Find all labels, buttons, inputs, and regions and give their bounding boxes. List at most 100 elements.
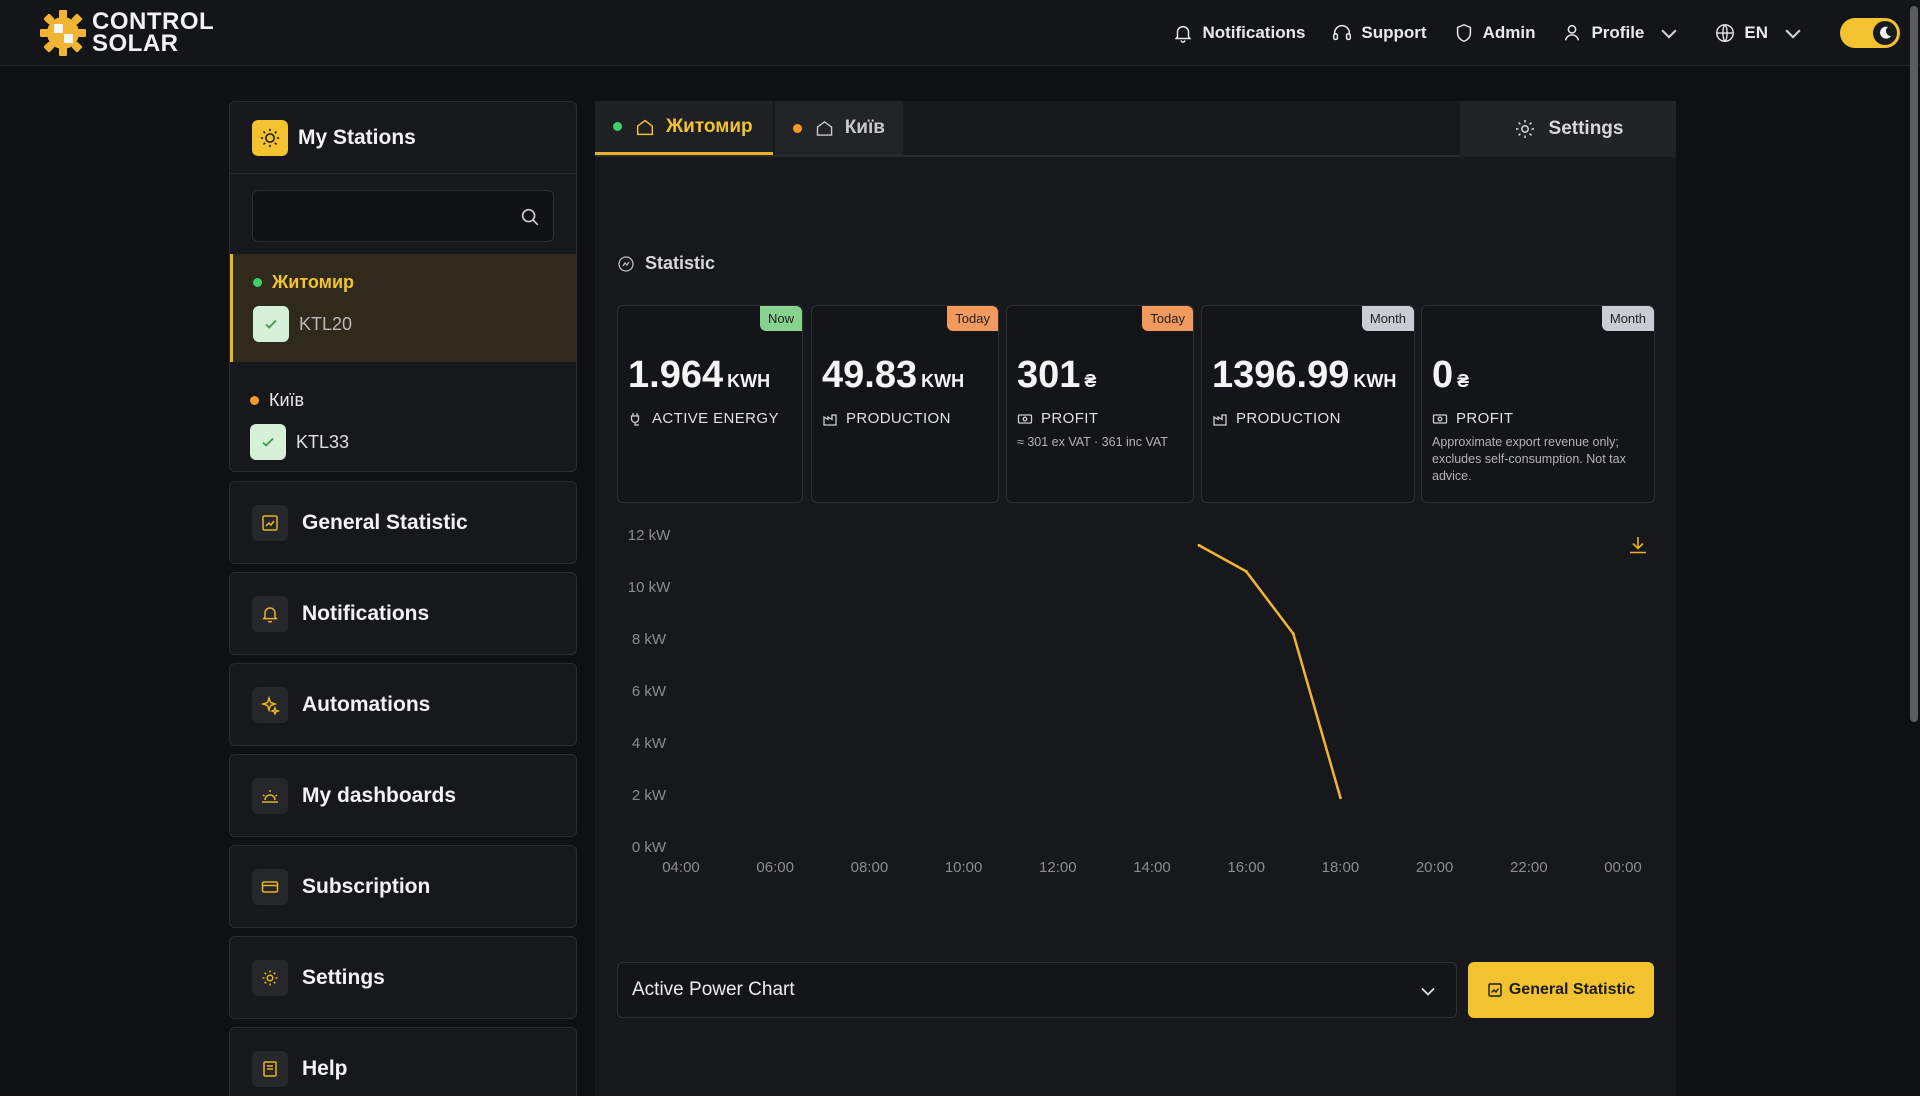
sidebar-item-settings[interactable]: Settings [229, 936, 577, 1019]
nav-support-label: Support [1361, 23, 1427, 42]
sidebar-item-label: My dashboards [302, 783, 457, 807]
kpi-badge: Month [1601, 306, 1654, 331]
nav-profile-label: Profile [1591, 23, 1645, 42]
device-item[interactable]: KTL20 [253, 306, 352, 342]
x-tick-label: 06:00 [756, 859, 794, 876]
station-tabs: Житомир Київ Settings [595, 101, 1676, 157]
sidebar-item-label: Notifications [302, 601, 430, 625]
station-search[interactable] [252, 190, 554, 242]
station-settings-button[interactable]: Settings [1460, 101, 1676, 157]
kpi-unit: ₴ [1084, 371, 1097, 391]
status-dot-online [253, 278, 262, 287]
kpi-unit: KWH [1353, 371, 1397, 391]
station-item-kyiv[interactable]: Київ KTL33 [230, 372, 576, 468]
kpi-unit: ₴ [1457, 371, 1470, 391]
active-power-chart: 12 kW 10 kW 8 kW 6 kW 4 kW 2 kW 0 kW 04:00 06:00… [613, 519, 1658, 959]
page-scrollbar[interactable] [1910, 0, 1918, 1096]
tab-label: Київ [844, 117, 885, 138]
data-point [1197, 543, 1201, 547]
headset-icon [1333, 25, 1352, 41]
sidebar-item-automations[interactable]: Automations [229, 663, 577, 746]
chart-icon [262, 514, 278, 531]
sidebar-item-my-dashboards[interactable]: My dashboards [229, 754, 577, 837]
y-tick-label: 8 kW [632, 631, 667, 648]
search-icon[interactable] [519, 206, 541, 228]
factory-icon [1213, 413, 1227, 426]
general-statistic-button[interactable]: General Statistic [1468, 962, 1654, 1018]
sidebar-item-label: Settings [302, 965, 385, 989]
kpi-profit-today: Today 301 ₴ PROFIT ≈ 301 ex VAT · 361 inc… [1006, 305, 1194, 503]
y-tick-label: 6 kW [632, 683, 667, 700]
brand-line-2: SOLAR [92, 30, 179, 57]
chart-type-select[interactable]: Active Power Chart [617, 962, 1457, 1018]
chevron-down-icon [1421, 987, 1435, 996]
device-name: KTL33 [296, 431, 350, 452]
sidebar-item-label: Automations [302, 692, 431, 716]
user-icon [1565, 24, 1580, 41]
station-name: Київ [269, 390, 305, 410]
nav-profile[interactable]: Profile [1561, 22, 1688, 44]
nav-notifications[interactable]: Notifications [1172, 22, 1305, 44]
x-tick-label: 18:00 [1322, 859, 1360, 876]
general-statistic-label: General Statistic [1508, 981, 1636, 998]
settings-label: Settings [1548, 118, 1624, 139]
tab-label: Житомир [666, 115, 753, 137]
kpi-value: 49.83 [822, 354, 918, 396]
main-panel: Житомир Київ Settings Statistic Now 1.96… [595, 101, 1676, 1096]
sidebar-item-general-statistic[interactable]: General Statistic [229, 481, 577, 564]
kpi-production-month: Month 1396.99 KWH PRODUCTION [1201, 305, 1415, 503]
station-name: Житомир [272, 272, 355, 292]
device-name: KTL20 [299, 313, 353, 334]
cash-icon [1017, 413, 1033, 424]
tab-zhytomyr[interactable]: Житомир [595, 101, 773, 155]
bell-icon [262, 606, 278, 623]
y-tick-label: 2 kW [632, 787, 667, 804]
scrollbar-thumb[interactable] [1910, 6, 1918, 722]
sidebar-item-label: Help [302, 1056, 348, 1080]
kpi-label: ACTIVE ENERGY [652, 410, 779, 427]
gear-icon [1515, 120, 1534, 138]
sun-icon [260, 128, 280, 147]
status-dot-online [613, 122, 622, 131]
device-item[interactable]: KTL33 [250, 424, 349, 460]
y-tick-label: 0 kW [632, 839, 667, 856]
shield-icon [1456, 23, 1471, 43]
sidebar-item-notifications[interactable]: Notifications [229, 572, 577, 655]
nav-admin-label: Admin [1482, 23, 1536, 42]
x-tick-label: 14:00 [1133, 859, 1171, 876]
logo-icon [40, 10, 86, 56]
y-tick-label: 10 kW [628, 579, 671, 596]
language-select[interactable]: EN [1714, 22, 1812, 44]
sparkle-icon [260, 695, 280, 715]
download-icon[interactable] [1626, 533, 1650, 557]
globe-icon [1716, 24, 1735, 42]
data-point [1338, 796, 1342, 800]
gear-icon [262, 970, 278, 985]
data-point [1291, 632, 1295, 636]
home-icon [636, 119, 654, 135]
kpi-badge: Today [1142, 306, 1193, 331]
theme-toggle[interactable] [1840, 18, 1900, 48]
nav-admin[interactable]: Admin [1453, 22, 1536, 44]
sidebar-item-subscription[interactable]: Subscription [229, 845, 577, 928]
x-tick-label: 22:00 [1510, 859, 1548, 876]
search-input[interactable] [253, 191, 503, 241]
moon-icon [1880, 26, 1891, 39]
tab-kyiv[interactable]: Київ [775, 101, 903, 155]
kpi-label: PRODUCTION [1236, 410, 1341, 427]
logo[interactable]: CONTROL SOLAR [40, 10, 214, 56]
top-nav: Notifications Support Admin Profile EN [1146, 0, 1900, 66]
x-tick-label: 16:00 [1227, 859, 1265, 876]
kpi-badge: Month [1361, 306, 1414, 331]
data-point [1244, 569, 1248, 573]
book-icon [263, 1060, 277, 1077]
sidebar-item-help[interactable]: Help [229, 1027, 577, 1096]
brand-line-1: CONTROL [92, 8, 215, 35]
kpi-value: 0 [1432, 354, 1454, 396]
check-icon [265, 319, 277, 329]
station-item-zhytomyr[interactable]: Житомир KTL20 [230, 254, 576, 362]
nav-support[interactable]: Support [1331, 22, 1427, 44]
kpi-label: PROFIT [1456, 410, 1514, 427]
my-stations-panel: My Stations Житомир KTL20 Київ KTL33 [229, 101, 577, 472]
language-label: EN [1744, 23, 1768, 42]
